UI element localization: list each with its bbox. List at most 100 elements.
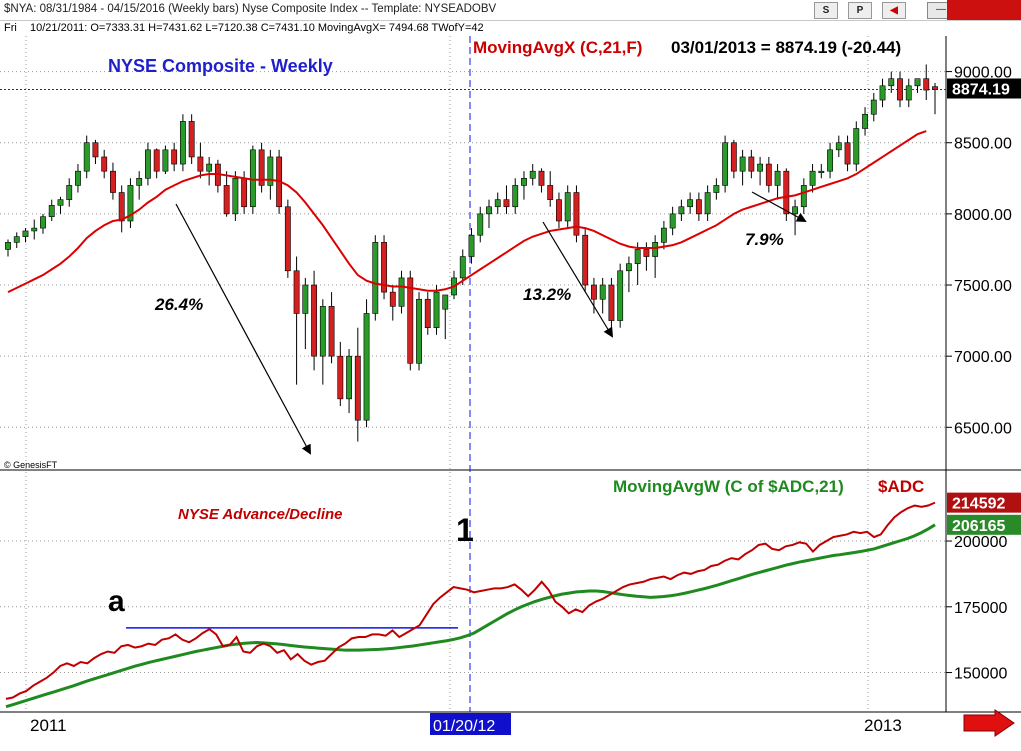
- time-label-highlight: 01/20/12: [433, 718, 495, 735]
- candle-body: [424, 298, 431, 329]
- candle-body: [695, 199, 702, 215]
- candle-body: [739, 156, 746, 172]
- candle-body: [792, 206, 798, 215]
- candle-body: [591, 284, 597, 300]
- candle-body: [704, 192, 711, 215]
- candle-body: [827, 149, 833, 172]
- annotation-1: 1: [456, 512, 474, 548]
- time-label-2011: 2011: [30, 716, 67, 735]
- candle-body: [652, 242, 659, 257]
- ohlc-readout: 10/21/2011: O=7333.31 H=7431.62 L=7120.3…: [30, 22, 484, 34]
- candle-body: [223, 185, 230, 215]
- adc-tick-label: 200000: [954, 534, 1007, 551]
- candle-body: [267, 156, 274, 186]
- candle-body: [669, 213, 676, 229]
- price-tick-label: 9000.00: [954, 65, 1012, 82]
- candle-body: [75, 170, 81, 186]
- price-tick-label: 7000.00: [954, 349, 1012, 366]
- candle-body: [634, 249, 641, 264]
- info-bar: Fri 10/21/2011: O=7333.31 H=7431.62 L=71…: [0, 20, 1021, 36]
- candle-body: [302, 284, 309, 314]
- decline-arrow-3: [751, 191, 807, 222]
- candle-body: [748, 156, 755, 172]
- candle-body: [757, 163, 764, 172]
- candle-body: [319, 306, 326, 357]
- last-price-value: 8874.19: [952, 82, 1010, 99]
- annotation-a: a: [108, 585, 125, 618]
- candle-body: [110, 170, 116, 193]
- candle-body: [40, 216, 46, 229]
- candle-body: [573, 192, 580, 236]
- candle-body: [162, 149, 169, 172]
- candle-body: [888, 78, 895, 87]
- candle-body: [337, 355, 344, 400]
- price-axis-area: [946, 36, 1021, 712]
- candle-body: [179, 121, 186, 165]
- candle-body: [66, 185, 73, 200]
- adc-ma-line: [5, 523, 936, 709]
- candle-body: [206, 163, 213, 172]
- candle-body: [529, 170, 536, 179]
- candle-body: [800, 185, 807, 208]
- day-label: Fri: [4, 22, 17, 34]
- candle-body: [608, 284, 615, 321]
- candle-body: [617, 270, 624, 321]
- candle-body: [249, 149, 256, 208]
- moving-average-line: [7, 130, 927, 294]
- decline-arrow-2: [542, 221, 614, 338]
- candle-body: [83, 142, 90, 172]
- candle-body: [932, 86, 938, 90]
- candle-body: [118, 192, 125, 222]
- symbol-button[interactable]: S: [814, 2, 838, 19]
- candle-body: [293, 270, 300, 314]
- ma-indicator-readout: 03/01/2013 = 8874.19 (-20.44): [671, 38, 901, 57]
- candle-body: [879, 85, 886, 101]
- candle-body: [862, 113, 868, 129]
- candle-body: [774, 170, 781, 186]
- candle-body: [809, 170, 816, 186]
- candle-body: [722, 142, 729, 186]
- candle-body: [459, 256, 466, 279]
- candle-body: [730, 142, 737, 172]
- candle-body: [363, 313, 370, 421]
- candle-body: [853, 128, 860, 165]
- adc-ma-legend: MovingAvgW (C of $ADC,21): [613, 477, 844, 496]
- candle-body: [582, 234, 589, 286]
- decline-label-2: 13.2%: [523, 285, 571, 304]
- decline-label-1: 26.4%: [154, 295, 203, 314]
- candle-body: [354, 355, 361, 421]
- adc-ma-value: 206165: [952, 518, 1005, 535]
- candle-body: [241, 177, 248, 208]
- candle-body: [486, 206, 492, 215]
- ma-value: 8581.85: [952, 0, 1010, 4]
- candle-body: [197, 156, 204, 172]
- print-button[interactable]: P: [848, 2, 872, 19]
- copyright-label: © GenesisFT: [4, 460, 58, 470]
- candle-body: [783, 170, 790, 215]
- candle-body: [311, 284, 318, 357]
- candle-body: [232, 177, 239, 215]
- candle-body: [897, 78, 903, 101]
- candle-body: [328, 306, 335, 357]
- adc-panel-title: NYSE Advance/Decline: [178, 506, 343, 523]
- candle-body: [101, 156, 108, 172]
- candle-body: [468, 234, 475, 257]
- candle-body: [127, 185, 134, 222]
- time-label-2013: 2013: [864, 716, 902, 735]
- candle-body: [381, 242, 387, 293]
- candle-body: [905, 85, 912, 101]
- price-tick-label: 7500.00: [954, 278, 1012, 295]
- candle-body: [284, 206, 291, 272]
- back-button[interactable]: ◀: [882, 2, 906, 19]
- candle-body: [818, 170, 825, 173]
- candle-body: [407, 277, 414, 364]
- candle-body: [92, 142, 99, 158]
- candle-body: [416, 298, 422, 364]
- candle-body: [547, 185, 554, 200]
- candle-body: [5, 242, 11, 250]
- candle-body: [512, 185, 519, 208]
- last-price-box: [947, 78, 1021, 99]
- candle-body: [145, 149, 151, 179]
- candle-body: [503, 199, 510, 208]
